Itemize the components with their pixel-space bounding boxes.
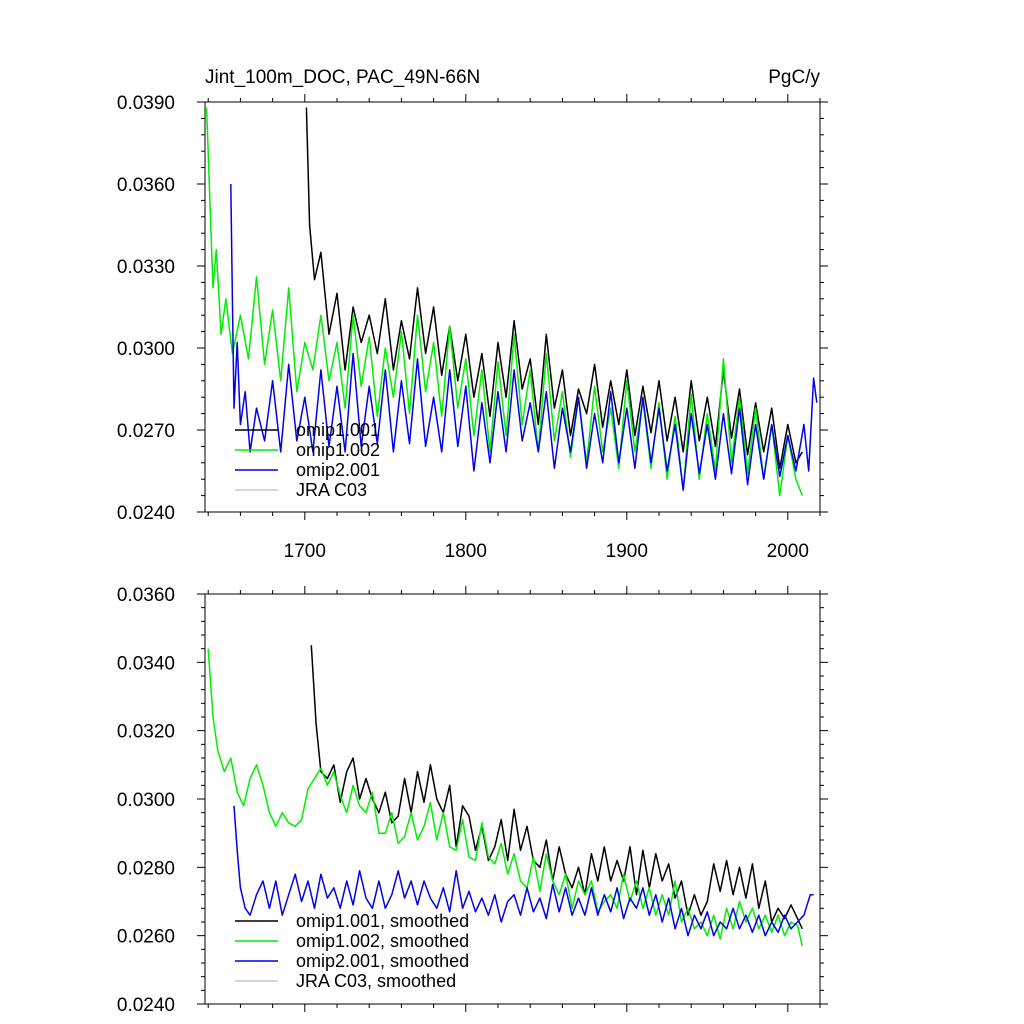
bottom-legend-label-omip1-002-smoothed: omip1.002, smoothed: [296, 931, 469, 951]
top-panel: 0.0240 0.0270 0.0300 0.0330 0.0360 0.0390 1700…: [117, 93, 828, 562]
bottom-axes: 0.0240 0.0260 0.0280 0.0300 0.0320 0.0340 0.03…: [117, 585, 828, 1016]
top-y-tick-label: 0.0240: [117, 503, 175, 524]
bottom-y-tick-label: 0.0320: [117, 722, 175, 743]
top-x-tick-label: 1900: [606, 541, 648, 562]
top-y-tick-label: 0.0360: [117, 175, 175, 196]
top-y-tick-label: 0.0270: [117, 421, 175, 442]
bottom-y-tick-label: 0.0280: [117, 858, 175, 879]
bottom-y-tick-label: 0.0300: [117, 790, 175, 811]
bottom-plot-frame: [204, 593, 821, 1005]
bottom-y-tick-label: 0.0340: [117, 653, 175, 674]
top-plot-lines: [205, 107, 818, 497]
top-x-tick-label: 1800: [445, 541, 487, 562]
bottom-series-omip1-001-smoothed: [310, 645, 803, 930]
top-axes: 0.0240 0.0270 0.0300 0.0330 0.0360 0.0390 1700…: [117, 93, 828, 562]
top-plot-frame: [204, 101, 821, 513]
top-x-tick-label: 1700: [284, 541, 326, 562]
top-legend-label-omip2-001: omip2.001: [296, 460, 380, 480]
bottom-series-omip1-002-smoothed: [207, 648, 804, 947]
bottom-legend-label-jra-c03-smoothed: JRA C03, smoothed: [296, 971, 456, 991]
top-legend-label-omip1-001: omip1.001: [296, 420, 380, 440]
top-legend-label-jra-c03: JRA C03: [296, 480, 367, 500]
chart-title: Jint_100m_DOC, PAC_49N-66N: [205, 67, 480, 88]
bottom-legend-label-omip1-001-smoothed: omip1.001, smoothed: [296, 911, 469, 931]
top-series-omip2-001: [230, 183, 818, 491]
bottom-y-tick-label: 0.0260: [117, 927, 175, 948]
top-x-tick-label: 2000: [767, 541, 809, 562]
bottom-y-tick-label: 0.0360: [117, 585, 175, 606]
bottom-series-omip2-001-smoothed: [233, 805, 814, 937]
bottom-plot-lines: [207, 645, 814, 947]
top-y-tick-label: 0.0300: [117, 339, 175, 360]
top-y-tick-label: 0.0390: [117, 93, 175, 114]
bottom-legend-label-omip2-001-smoothed: omip2.001, smoothed: [296, 951, 469, 971]
top-y-tick-label: 0.0330: [117, 257, 175, 278]
bottom-y-tick-label: 0.0240: [117, 995, 175, 1016]
top-legend-label-omip1-002: omip1.002: [296, 440, 380, 460]
units-label: PgC/y: [768, 67, 820, 88]
bottom-panel: 0.0240 0.0260 0.0280 0.0300 0.0320 0.0340 0.03…: [117, 585, 828, 1016]
